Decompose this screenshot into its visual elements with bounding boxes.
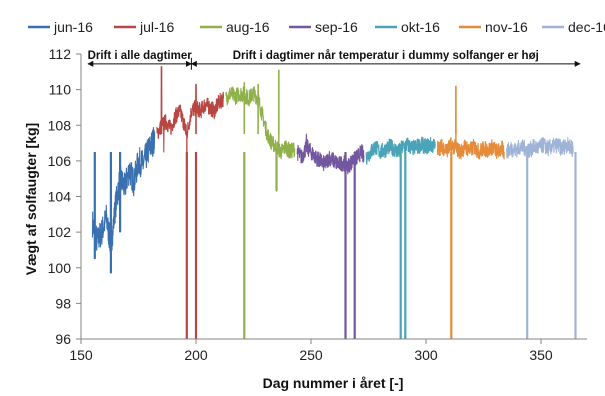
y-axis-label: Vægt af solfaugter [kg] [23,123,39,275]
legend-entry: nov-16 [485,19,528,35]
y-tick-label: 106 [48,153,72,169]
x-tick-label: 200 [184,347,208,363]
series-line-jul-16 [156,65,225,340]
legend-entry: jul-16 [139,19,174,35]
series-jun-16 [91,127,156,274]
series-jul-16 [156,65,225,340]
y-tick-label: 108 [48,117,72,133]
x-axis-label: Dag nummer i året [-] [263,375,404,391]
y-tick-labels: 96 98 100 102 104 106 108 110 112 [48,46,81,347]
series-aug-16 [225,69,296,339]
y-tick-label: 104 [48,189,72,205]
x-tick-label: 250 [299,347,323,363]
y-tick-label: 98 [55,295,71,311]
y-tick-label: 100 [48,260,72,276]
x-tick-label: 300 [414,347,438,363]
annotation-text: Drift i dagtimer når temperatur i dummy … [233,50,539,62]
series-dec-16 [505,136,577,340]
legend-entry: dec-16 [568,19,605,35]
x-tick-labels: 150 200 250 300 350 [69,339,553,363]
y-tick-label: 102 [48,224,72,240]
x-tick-label: 150 [69,347,93,363]
annotations: Drift i alle dagtimer Drift i dagtimer nå… [87,50,581,70]
legend: jun-16 jul-16 aug-16 sep-16 okt-16 nov-16 dec-… [28,19,605,35]
legend-entry: jun-16 [53,19,93,35]
x-tick-label: 350 [529,347,553,363]
series-line-nov-16 [436,85,505,340]
annotation-text: Drift i alle dagtimer [88,50,193,62]
series-line-jun-16 [91,127,156,274]
series-layer [91,65,577,340]
y-tick-label: 112 [49,46,72,62]
series-nov-16 [436,85,505,340]
series-line-dec-16 [505,136,574,340]
legend-entry: aug-16 [226,19,270,35]
y-tick-label: 96 [55,331,71,347]
series-line-aug-16 [225,69,296,192]
legend-entry: okt-16 [401,19,440,35]
legend-entry: sep-16 [315,19,358,35]
y-tick-label: 110 [49,82,72,98]
